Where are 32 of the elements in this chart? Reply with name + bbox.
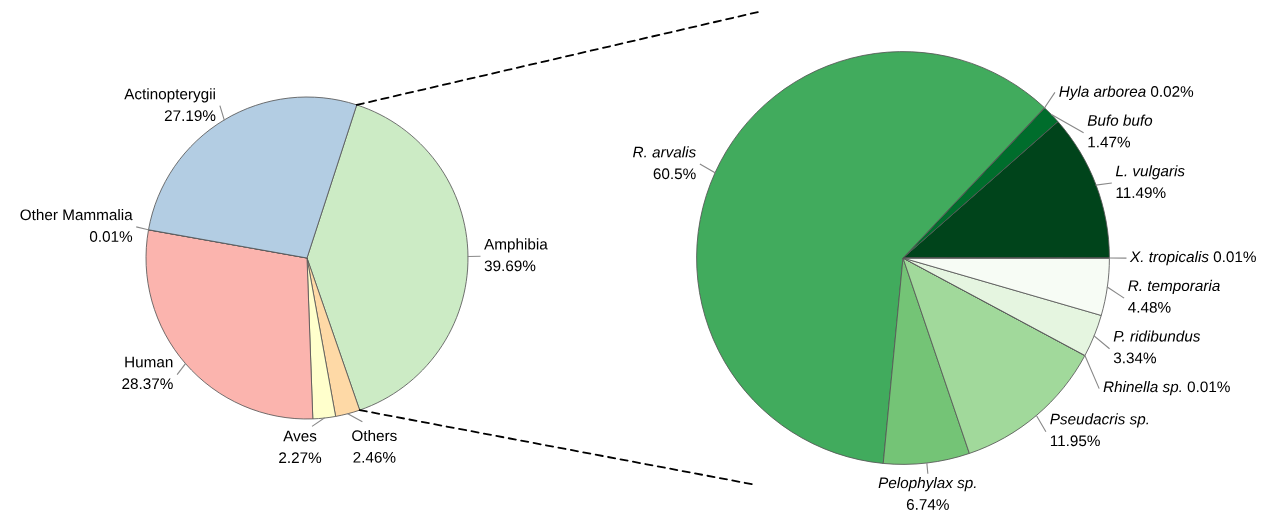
slice-label: Hyla arborea xyxy=(1059,85,1146,100)
data-label: 0.01% xyxy=(89,231,133,242)
slice-label: P. ridibundus xyxy=(1113,330,1201,342)
slice-label: R. arvalis xyxy=(633,146,696,158)
data-label: 4.48% xyxy=(1128,301,1171,313)
slice-label: Human xyxy=(125,356,173,368)
slice-label: Pelophylax sp. xyxy=(878,477,976,492)
data-label: 39.69% xyxy=(484,260,536,272)
slice-label: L. vulgaris xyxy=(1115,165,1185,180)
data-label: 2.27% xyxy=(279,452,322,464)
data-label: 0.01% xyxy=(1213,251,1256,263)
slice-label: X. tropicalis xyxy=(1129,250,1209,266)
data-label: 1.47% xyxy=(1088,136,1131,148)
data-label: 11.49% xyxy=(1116,187,1166,199)
data-label: 6.74% xyxy=(906,499,949,510)
slice-label: Bufo bufo xyxy=(1087,114,1153,126)
data-label: 2.46% xyxy=(353,451,396,463)
slice-label: Actinopterygii xyxy=(124,88,215,103)
slice-label: Others xyxy=(352,429,397,442)
data-label: 0.01% xyxy=(1187,381,1230,393)
slice-label: Aves xyxy=(283,430,317,442)
data-label: 27.19% xyxy=(164,110,216,122)
slice-label: Rhinella sp. xyxy=(1103,380,1182,396)
data-label: 60.5% xyxy=(653,168,696,180)
slice-label: Amphibia xyxy=(484,238,548,253)
data-label: 11.95% xyxy=(1050,435,1100,447)
data-label: 28.37% xyxy=(122,378,173,390)
slice-label: Other Mammalia xyxy=(20,209,133,221)
data-label: 3.34% xyxy=(1113,352,1157,364)
slice-label: R. temporaria xyxy=(1128,279,1220,295)
data-label: 0.02% xyxy=(1150,86,1194,97)
slice-label: Pseudacris sp. xyxy=(1050,413,1149,428)
